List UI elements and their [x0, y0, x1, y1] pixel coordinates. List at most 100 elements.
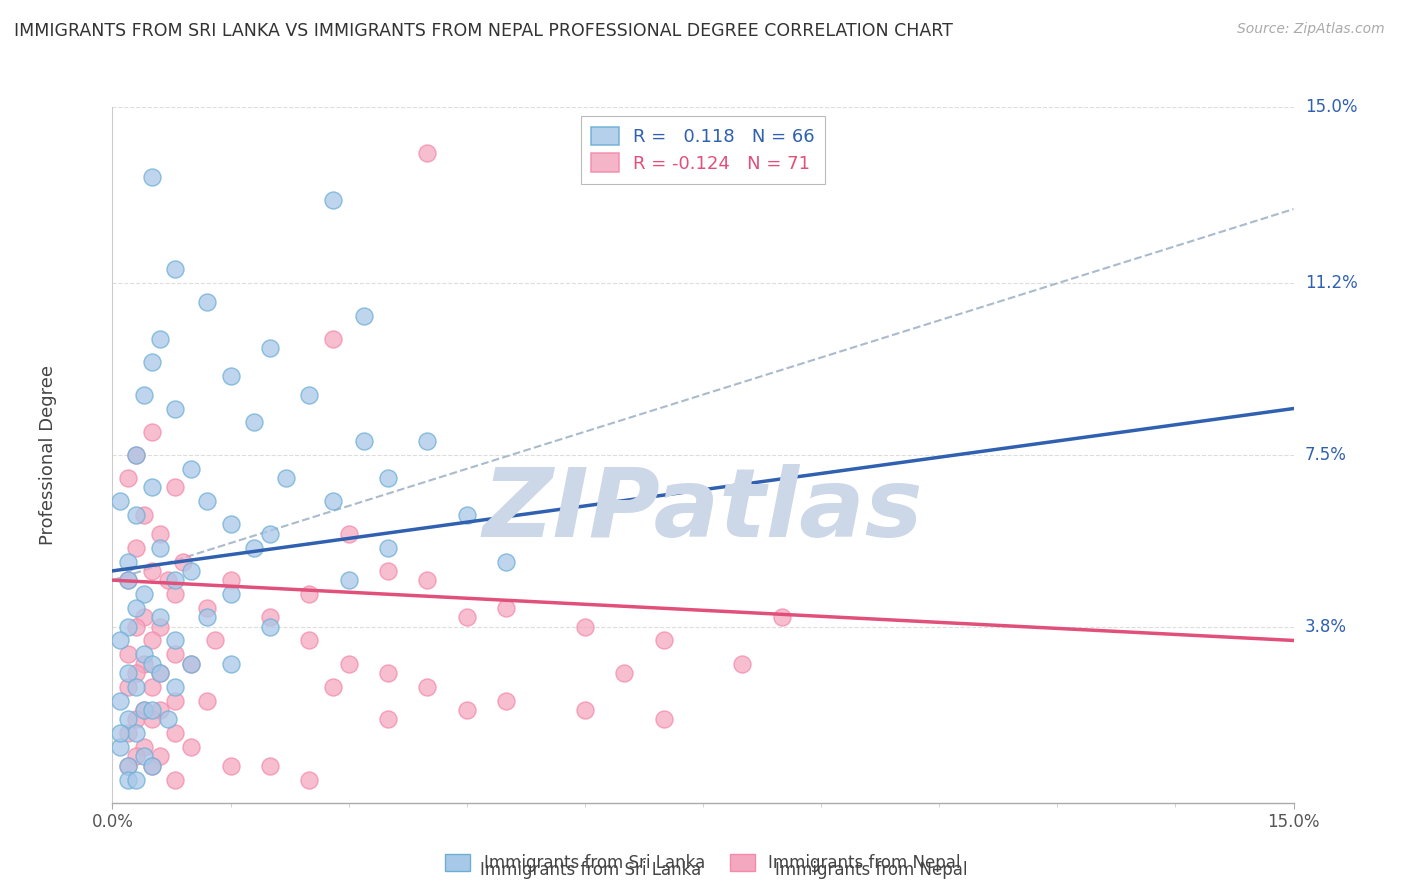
Point	[165, 262, 187, 277]
Point	[165, 633, 187, 648]
Point	[353, 434, 375, 448]
Text: Source: ZipAtlas.com: Source: ZipAtlas.com	[1237, 22, 1385, 37]
Point	[652, 712, 675, 726]
Point	[141, 480, 163, 494]
Point	[243, 416, 266, 430]
Point	[141, 758, 163, 772]
Point	[165, 587, 187, 601]
Point	[117, 712, 139, 726]
Point	[110, 740, 132, 755]
Point	[180, 564, 202, 578]
Text: 3.8%: 3.8%	[1305, 617, 1347, 635]
Legend: R =   0.118   N = 66, R = -0.124   N = 71: R = 0.118 N = 66, R = -0.124 N = 71	[581, 116, 825, 184]
Point	[132, 587, 155, 601]
Point	[195, 694, 218, 708]
Point	[125, 665, 148, 680]
Point	[416, 146, 439, 161]
Point	[141, 712, 163, 726]
Point	[337, 573, 360, 587]
Point	[172, 555, 194, 569]
Point	[298, 772, 321, 787]
Point	[298, 587, 321, 601]
Point	[117, 758, 139, 772]
Point	[495, 601, 517, 615]
Point	[117, 665, 139, 680]
Point	[770, 610, 793, 624]
Point	[149, 665, 172, 680]
Point	[149, 541, 172, 555]
Point	[117, 619, 139, 633]
Point	[180, 740, 202, 755]
Point	[456, 703, 478, 717]
Point	[574, 703, 596, 717]
Point	[165, 401, 187, 416]
Text: Professional Degree: Professional Degree	[38, 365, 56, 545]
Point	[165, 680, 187, 694]
Point	[322, 332, 344, 346]
Point	[110, 726, 132, 740]
Point	[125, 601, 148, 615]
Point	[132, 703, 155, 717]
Point	[731, 657, 754, 671]
Point	[165, 772, 187, 787]
Point	[156, 712, 179, 726]
Point	[195, 610, 218, 624]
Point	[219, 587, 242, 601]
Point	[125, 541, 148, 555]
Point	[125, 680, 148, 694]
Point	[456, 610, 478, 624]
Point	[259, 758, 281, 772]
Point	[219, 758, 242, 772]
Point	[132, 508, 155, 523]
Point	[180, 657, 202, 671]
Point	[259, 526, 281, 541]
Point	[495, 555, 517, 569]
Point	[416, 680, 439, 694]
Point	[125, 712, 148, 726]
Point	[132, 387, 155, 401]
Point	[132, 610, 155, 624]
Point	[353, 309, 375, 323]
Point	[259, 610, 281, 624]
Point	[149, 703, 172, 717]
Text: Immigrants from Sri Lanka: Immigrants from Sri Lanka	[479, 861, 702, 879]
Point	[110, 494, 132, 508]
Point	[141, 703, 163, 717]
Point	[165, 480, 187, 494]
Point	[125, 726, 148, 740]
Point	[322, 680, 344, 694]
Point	[132, 648, 155, 662]
Text: 15.0%: 15.0%	[1305, 98, 1357, 116]
Point	[259, 619, 281, 633]
Point	[117, 555, 139, 569]
Point	[125, 508, 148, 523]
Point	[243, 541, 266, 555]
Point	[165, 573, 187, 587]
Point	[149, 619, 172, 633]
Point	[165, 694, 187, 708]
Point	[259, 341, 281, 355]
Point	[337, 657, 360, 671]
Point	[219, 657, 242, 671]
Point	[110, 694, 132, 708]
Point	[322, 193, 344, 207]
Point	[117, 471, 139, 485]
Point	[180, 657, 202, 671]
Point	[416, 573, 439, 587]
Point	[165, 648, 187, 662]
Point	[219, 517, 242, 532]
Point	[298, 633, 321, 648]
Point	[141, 680, 163, 694]
Point	[149, 665, 172, 680]
Point	[132, 657, 155, 671]
Point	[125, 772, 148, 787]
Text: Immigrants from Nepal: Immigrants from Nepal	[776, 861, 967, 879]
Point	[141, 355, 163, 369]
Point	[377, 471, 399, 485]
Point	[456, 508, 478, 523]
Text: IMMIGRANTS FROM SRI LANKA VS IMMIGRANTS FROM NEPAL PROFESSIONAL DEGREE CORRELATI: IMMIGRANTS FROM SRI LANKA VS IMMIGRANTS …	[14, 22, 953, 40]
Point	[195, 494, 218, 508]
Point	[574, 619, 596, 633]
Text: 11.2%: 11.2%	[1305, 275, 1357, 293]
Point	[117, 758, 139, 772]
